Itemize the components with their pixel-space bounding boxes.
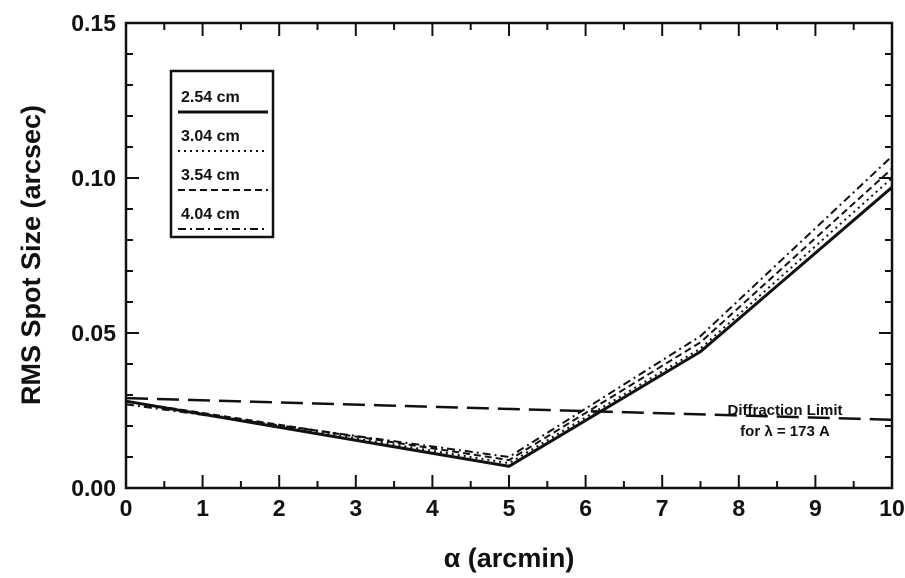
- legend-box: [169, 69, 275, 239]
- y-tick-label: 0.10: [71, 165, 116, 191]
- diffraction-limit-layer: [125, 396, 893, 422]
- annotation-line-1: Diffraction Limit: [728, 402, 843, 419]
- legend-label: 3.04 cm: [181, 128, 240, 145]
- annotation: Diffraction Limit for λ = 173 A: [728, 402, 843, 440]
- x-tick-label: 4: [426, 495, 439, 521]
- series-lines: [125, 155, 893, 468]
- series-line-1: [125, 186, 893, 468]
- x-tick-label: 5: [503, 495, 516, 521]
- y-tick-label: 0.05: [71, 320, 116, 346]
- diffraction-limit-line: [125, 396, 893, 422]
- x-tick-label: 10: [879, 495, 905, 521]
- y-tick-label: 0.15: [71, 10, 116, 36]
- x-tick-label: 8: [732, 495, 745, 521]
- x-tick-label: 7: [656, 495, 669, 521]
- x-tick-label: 1: [196, 495, 209, 521]
- series-line-4: [125, 155, 893, 458]
- y-tick-label: 0.00: [71, 475, 116, 501]
- x-tick-label: 9: [809, 495, 822, 521]
- axis-ticks: [125, 22, 893, 489]
- annotation-line-2: for λ = 173 A: [740, 423, 830, 440]
- x-tick-label: 6: [579, 495, 592, 521]
- y-tick-labels: 0.00 0.05 0.10 0.15: [71, 10, 116, 501]
- x-tick-label: 0: [120, 495, 133, 521]
- legend-label: 3.54 cm: [181, 167, 240, 184]
- series-line-2: [125, 177, 893, 465]
- y-axis-title: RMS Spot Size (arcsec): [16, 105, 46, 405]
- legend: 2.54 cm 3.04 cm 3.54 cm 4.04 cm: [169, 69, 275, 239]
- legend-label: 4.04 cm: [181, 206, 240, 223]
- legend-label: 2.54 cm: [181, 89, 240, 106]
- x-tick-labels: 0 1 2 3 4 5 6 7 8 9 10: [120, 495, 905, 521]
- x-axis-title: α (arcmin): [444, 543, 575, 573]
- x-tick-label: 3: [349, 495, 362, 521]
- x-tick-label: 2: [273, 495, 286, 521]
